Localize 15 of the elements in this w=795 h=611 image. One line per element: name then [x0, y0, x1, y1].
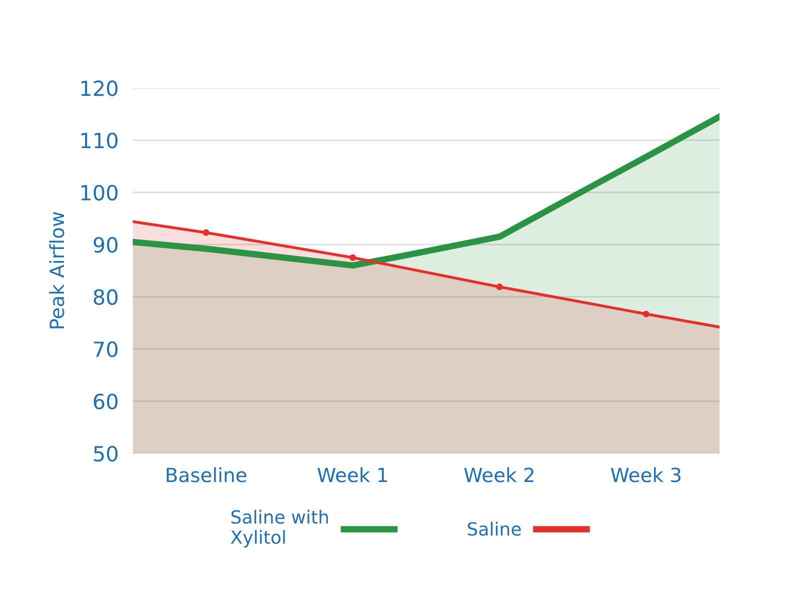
legend-label: Saline: [468, 522, 521, 536]
x-tick-label: Baseline: [166, 467, 246, 482]
y-tick-label: 50: [94, 446, 118, 462]
y-tick-label: 80: [94, 289, 118, 305]
y-tick-label: 100: [81, 184, 118, 201]
y-tick-label: 110: [81, 132, 118, 148]
x-tick-label: Week 3: [610, 467, 680, 482]
x-tick-label: Week 2: [464, 467, 534, 482]
y-tick-label: 60: [94, 394, 118, 410]
y-tick-label: 70: [94, 341, 118, 358]
x-tick-label: Week 1: [318, 467, 387, 482]
y-tick-label: 120: [81, 80, 118, 96]
y-tick-label: 90: [94, 237, 118, 253]
legend-label: Saline with Xylitol: [230, 510, 328, 548]
y-axis-title: Peak Airflow: [49, 212, 64, 328]
